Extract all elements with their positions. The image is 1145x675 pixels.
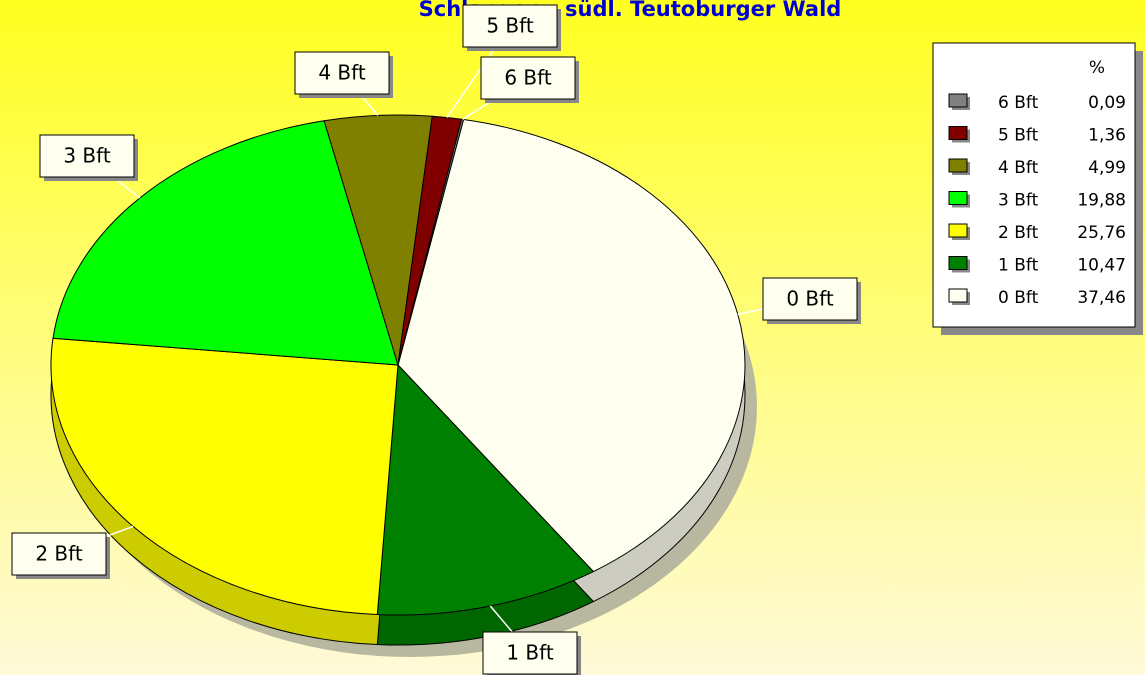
- legend-swatch: [948, 126, 968, 140]
- slice: [50, 337, 399, 616]
- legend-swatch: [948, 288, 968, 303]
- label-box: [482, 631, 578, 675]
- slice-label: 5 Bft: [486, 14, 533, 38]
- slice-label: 2 Bft: [35, 542, 82, 566]
- label-box: [39, 134, 135, 178]
- label-box: [762, 277, 858, 321]
- legend-value: 25,76: [1077, 223, 1126, 243]
- legend-label: 5 Bft: [998, 126, 1039, 146]
- legend-label: 4 Bft: [998, 158, 1039, 178]
- legend-swatch: [948, 158, 968, 173]
- legend-title: %: [1089, 58, 1105, 78]
- legend-label: 6 Bft: [998, 93, 1039, 113]
- legend-value: 0,09: [1088, 93, 1126, 113]
- slice-label: 3 Bft: [63, 144, 110, 168]
- label-box: [480, 56, 576, 100]
- labels: 0 Bft 1 Bft 2 Bft 3 Bft 4 Bft 5 Bft 6 Bft: [11, 4, 861, 675]
- legend-value: 1,36: [1088, 126, 1126, 146]
- legend-label: 0 Bft: [998, 288, 1039, 308]
- legend-label: 1 Bft: [998, 256, 1039, 276]
- legend: % 0 Bft 37,46 1 Bft 10,47 2 Bft 25,76 3 Bft 19,…: [932, 42, 1143, 335]
- legend-label: 2 Bft: [998, 223, 1039, 243]
- legend-box: [932, 42, 1136, 328]
- slice-label: 0 Bft: [786, 287, 833, 311]
- legend-value: 10,47: [1077, 256, 1126, 276]
- slice-label: 1 Bft: [506, 641, 553, 665]
- label-box: [294, 51, 390, 95]
- label-box: [462, 4, 558, 48]
- legend-swatch: [948, 191, 968, 205]
- legend-swatch: [948, 93, 968, 108]
- slice: [397, 118, 746, 573]
- legend-value: 4,99: [1088, 158, 1126, 178]
- legend-value: 19,88: [1077, 191, 1126, 211]
- legend-swatch: [948, 256, 968, 270]
- slice: [376, 363, 595, 616]
- slice-label: 6 Bft: [504, 66, 551, 90]
- legend-swatch: [948, 223, 968, 238]
- slice-label: 4 Bft: [318, 61, 365, 85]
- label-box: [11, 532, 107, 576]
- legend-label: 3 Bft: [998, 191, 1039, 211]
- legend-value: 37,46: [1077, 288, 1126, 308]
- pie: [50, 114, 757, 657]
